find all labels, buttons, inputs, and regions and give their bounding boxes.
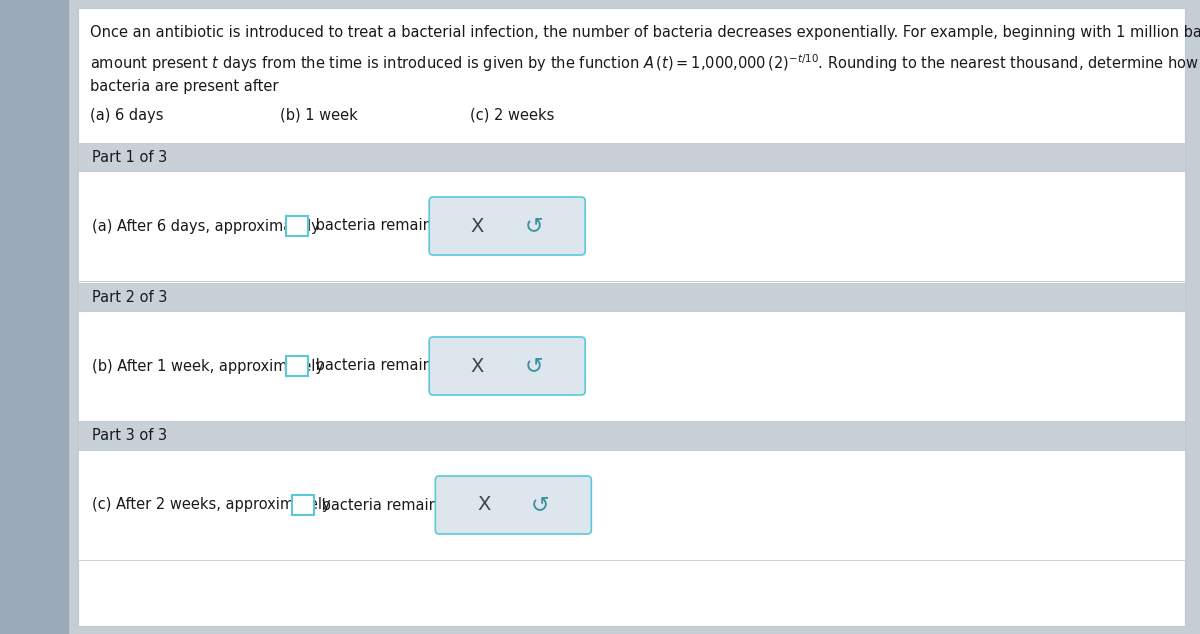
Bar xyxy=(78,311,1186,421)
FancyBboxPatch shape xyxy=(430,337,586,395)
Text: Part 1 of 3: Part 1 of 3 xyxy=(92,150,167,164)
FancyBboxPatch shape xyxy=(286,356,307,376)
Text: amount present $\it{t}$ days from the time is introduced is given by the functio: amount present $\it{t}$ days from the ti… xyxy=(90,52,1200,74)
Bar xyxy=(0,0,68,634)
FancyBboxPatch shape xyxy=(292,495,314,515)
Bar xyxy=(78,422,1186,450)
FancyBboxPatch shape xyxy=(286,216,307,236)
Text: X: X xyxy=(470,356,485,375)
Text: ↺: ↺ xyxy=(530,495,550,515)
Text: Once an antibiotic is introduced to treat a bacterial infection, the number of b: Once an antibiotic is introduced to trea… xyxy=(90,25,1200,40)
Text: X: X xyxy=(470,216,485,235)
Bar xyxy=(78,283,1186,311)
Bar xyxy=(78,143,1186,171)
FancyBboxPatch shape xyxy=(436,476,592,534)
Text: Part 2 of 3: Part 2 of 3 xyxy=(92,290,167,304)
Text: (a) 6 days: (a) 6 days xyxy=(90,108,163,123)
Text: ↺: ↺ xyxy=(524,356,544,376)
Text: (b) After 1 week, approximately: (b) After 1 week, approximately xyxy=(92,358,324,373)
Text: (c) After 2 weeks, approximately: (c) After 2 weeks, approximately xyxy=(92,498,331,512)
Text: (a) After 6 days, approximately: (a) After 6 days, approximately xyxy=(92,219,319,233)
Text: ↺: ↺ xyxy=(524,216,544,236)
Bar xyxy=(78,171,1186,281)
Text: (b) 1 week: (b) 1 week xyxy=(280,108,358,123)
Text: bacteria remain.: bacteria remain. xyxy=(311,219,437,233)
Text: X: X xyxy=(478,496,491,515)
FancyBboxPatch shape xyxy=(430,197,586,255)
Bar xyxy=(78,450,1186,560)
Text: bacteria remain.: bacteria remain. xyxy=(311,358,437,373)
Text: (c) 2 weeks: (c) 2 weeks xyxy=(470,108,554,123)
Text: bacteria remain.: bacteria remain. xyxy=(317,498,443,512)
Text: bacteria are present after: bacteria are present after xyxy=(90,79,278,94)
Text: Part 3 of 3: Part 3 of 3 xyxy=(92,429,167,444)
